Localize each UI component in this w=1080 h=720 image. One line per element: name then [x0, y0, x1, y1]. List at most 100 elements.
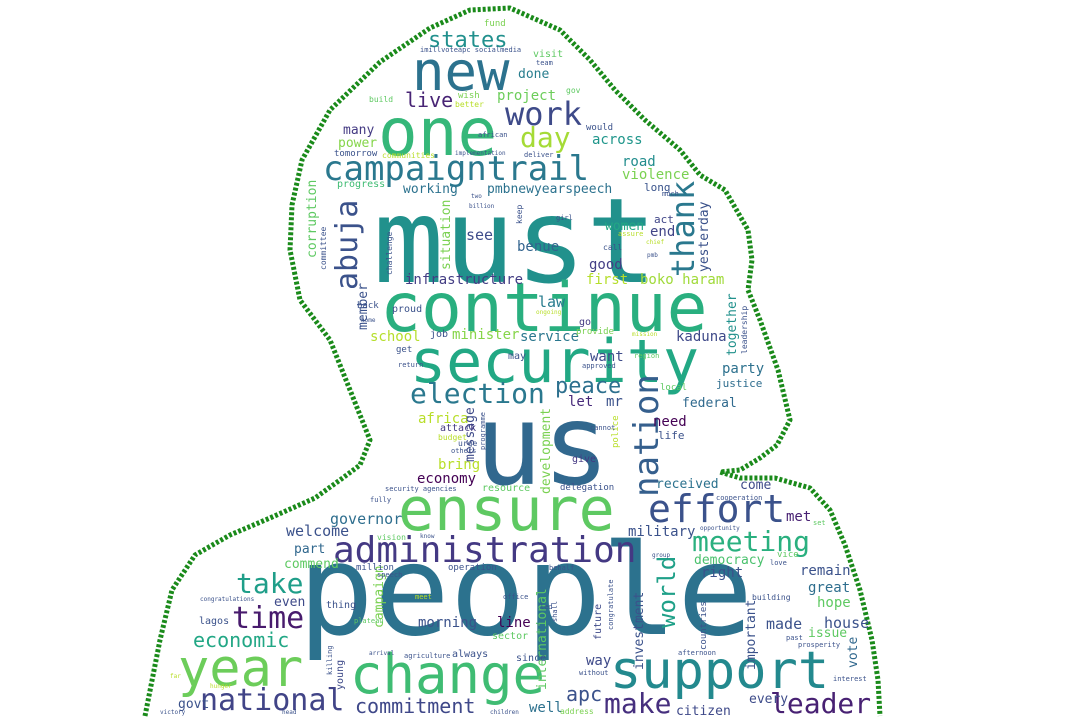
- word-opportunity: opportunity: [700, 525, 740, 532]
- word-africa: africa: [418, 411, 469, 427]
- word-want: want: [590, 349, 624, 365]
- word-mission: mission: [632, 331, 658, 338]
- word-led: led: [540, 603, 553, 611]
- word-love: love: [770, 559, 787, 567]
- word-victory: victory: [160, 709, 186, 716]
- word-morning: morning: [418, 615, 478, 631]
- word-many: many: [343, 123, 375, 138]
- word-lagos: lagos: [199, 616, 230, 627]
- word-development: development: [539, 407, 554, 494]
- word-progress: progress: [337, 179, 386, 190]
- word-vision: vision: [377, 533, 406, 542]
- word-investment: investment: [632, 591, 647, 670]
- word-us: us: [475, 381, 610, 511]
- word-arrival: arrival: [369, 650, 395, 657]
- word-meeting: meeting: [692, 525, 811, 558]
- word-work: work: [505, 95, 583, 133]
- word-programme: programme: [479, 412, 487, 450]
- word-tomorrow: tomorrow: [334, 149, 378, 159]
- word-boko-haram: boko haram: [640, 272, 725, 288]
- word-well: well: [529, 700, 563, 716]
- word-people: people: [298, 517, 754, 664]
- word-go: go: [579, 317, 592, 328]
- word-young: young: [335, 659, 346, 690]
- word-much: much: [662, 190, 679, 198]
- word-campaigntrail: campaigntrail: [323, 149, 590, 189]
- word-made: made: [766, 615, 803, 633]
- word-welcome: welcome: [286, 522, 350, 540]
- word-govt: govt: [178, 697, 210, 712]
- word-must: must: [373, 172, 658, 310]
- word-life: life: [658, 429, 685, 442]
- word-commend: commend: [284, 557, 339, 572]
- word-commitment: commitment: [355, 694, 476, 718]
- word-met: met: [786, 509, 812, 525]
- word-even: even: [274, 595, 306, 610]
- word-see: see: [466, 226, 494, 244]
- word-gov: gov: [566, 86, 581, 95]
- word-would: would: [586, 123, 614, 133]
- word-come: come: [740, 478, 772, 493]
- word-every: every: [749, 692, 789, 707]
- word-deliver: deliver: [524, 151, 554, 159]
- word-live: live: [405, 88, 454, 112]
- word-long: long: [644, 181, 671, 194]
- word-committee: committee: [319, 226, 328, 270]
- word-situation: situation: [439, 199, 454, 270]
- word-region: region: [634, 352, 660, 360]
- word-democracy: democracy: [694, 553, 765, 568]
- word-act: act: [654, 213, 674, 226]
- word-far: far: [170, 673, 181, 680]
- word-corruption: corruption: [305, 179, 320, 258]
- word-minister: minister: [452, 327, 520, 343]
- word-get: get: [396, 345, 413, 355]
- word-new: new: [412, 40, 510, 103]
- word-line: line: [497, 615, 531, 631]
- word-team: team: [536, 59, 553, 67]
- word-urge: urge: [458, 439, 478, 448]
- word-continue: continue: [380, 269, 708, 348]
- word-hunger: hunger: [210, 683, 232, 690]
- word-house: house: [824, 614, 870, 632]
- word-delegation: delegation: [560, 483, 615, 493]
- word-project: project: [497, 88, 557, 104]
- word-together: together: [725, 293, 740, 356]
- word-good: good: [589, 257, 623, 273]
- word-yesterday: yesterday: [697, 201, 712, 272]
- word-return: return: [398, 361, 424, 369]
- word-mr: mr: [606, 394, 623, 410]
- word-congratulations: congratulations: [200, 596, 255, 603]
- word-hope: hope: [817, 595, 851, 611]
- word-women: women: [605, 219, 645, 234]
- word-effort: effort: [648, 487, 786, 531]
- word-fully: fully: [370, 496, 392, 504]
- word-need: need: [653, 414, 687, 430]
- word-operation: operation: [448, 563, 497, 573]
- word-children: children: [490, 709, 519, 716]
- word-citizen: citizen: [676, 704, 731, 719]
- word-home: home: [361, 317, 376, 324]
- word-ongoing: ongoing: [536, 309, 562, 316]
- word-wish: wish: [458, 91, 480, 101]
- word-give: give: [572, 454, 597, 465]
- word-governor: governor: [330, 510, 403, 528]
- word-better: better: [455, 100, 484, 109]
- word-behalf: behalf: [549, 564, 575, 572]
- word-meet: meet: [415, 593, 432, 601]
- word-vote: vote: [846, 636, 861, 668]
- word-change: change: [350, 643, 546, 706]
- word-fund: fund: [484, 19, 506, 29]
- word-make: make: [604, 687, 672, 720]
- word-implementation: implementation: [455, 150, 506, 157]
- word-know: know: [420, 533, 435, 540]
- word-take: take: [236, 567, 304, 600]
- word-without: without: [579, 669, 609, 677]
- word-important: important: [744, 599, 759, 670]
- word-across: across: [592, 132, 643, 148]
- word-build: build: [369, 95, 394, 104]
- word-office: office: [503, 593, 529, 601]
- word-killing: killing: [326, 645, 334, 675]
- word-year: year: [178, 639, 304, 699]
- word-remain: remain: [800, 563, 851, 579]
